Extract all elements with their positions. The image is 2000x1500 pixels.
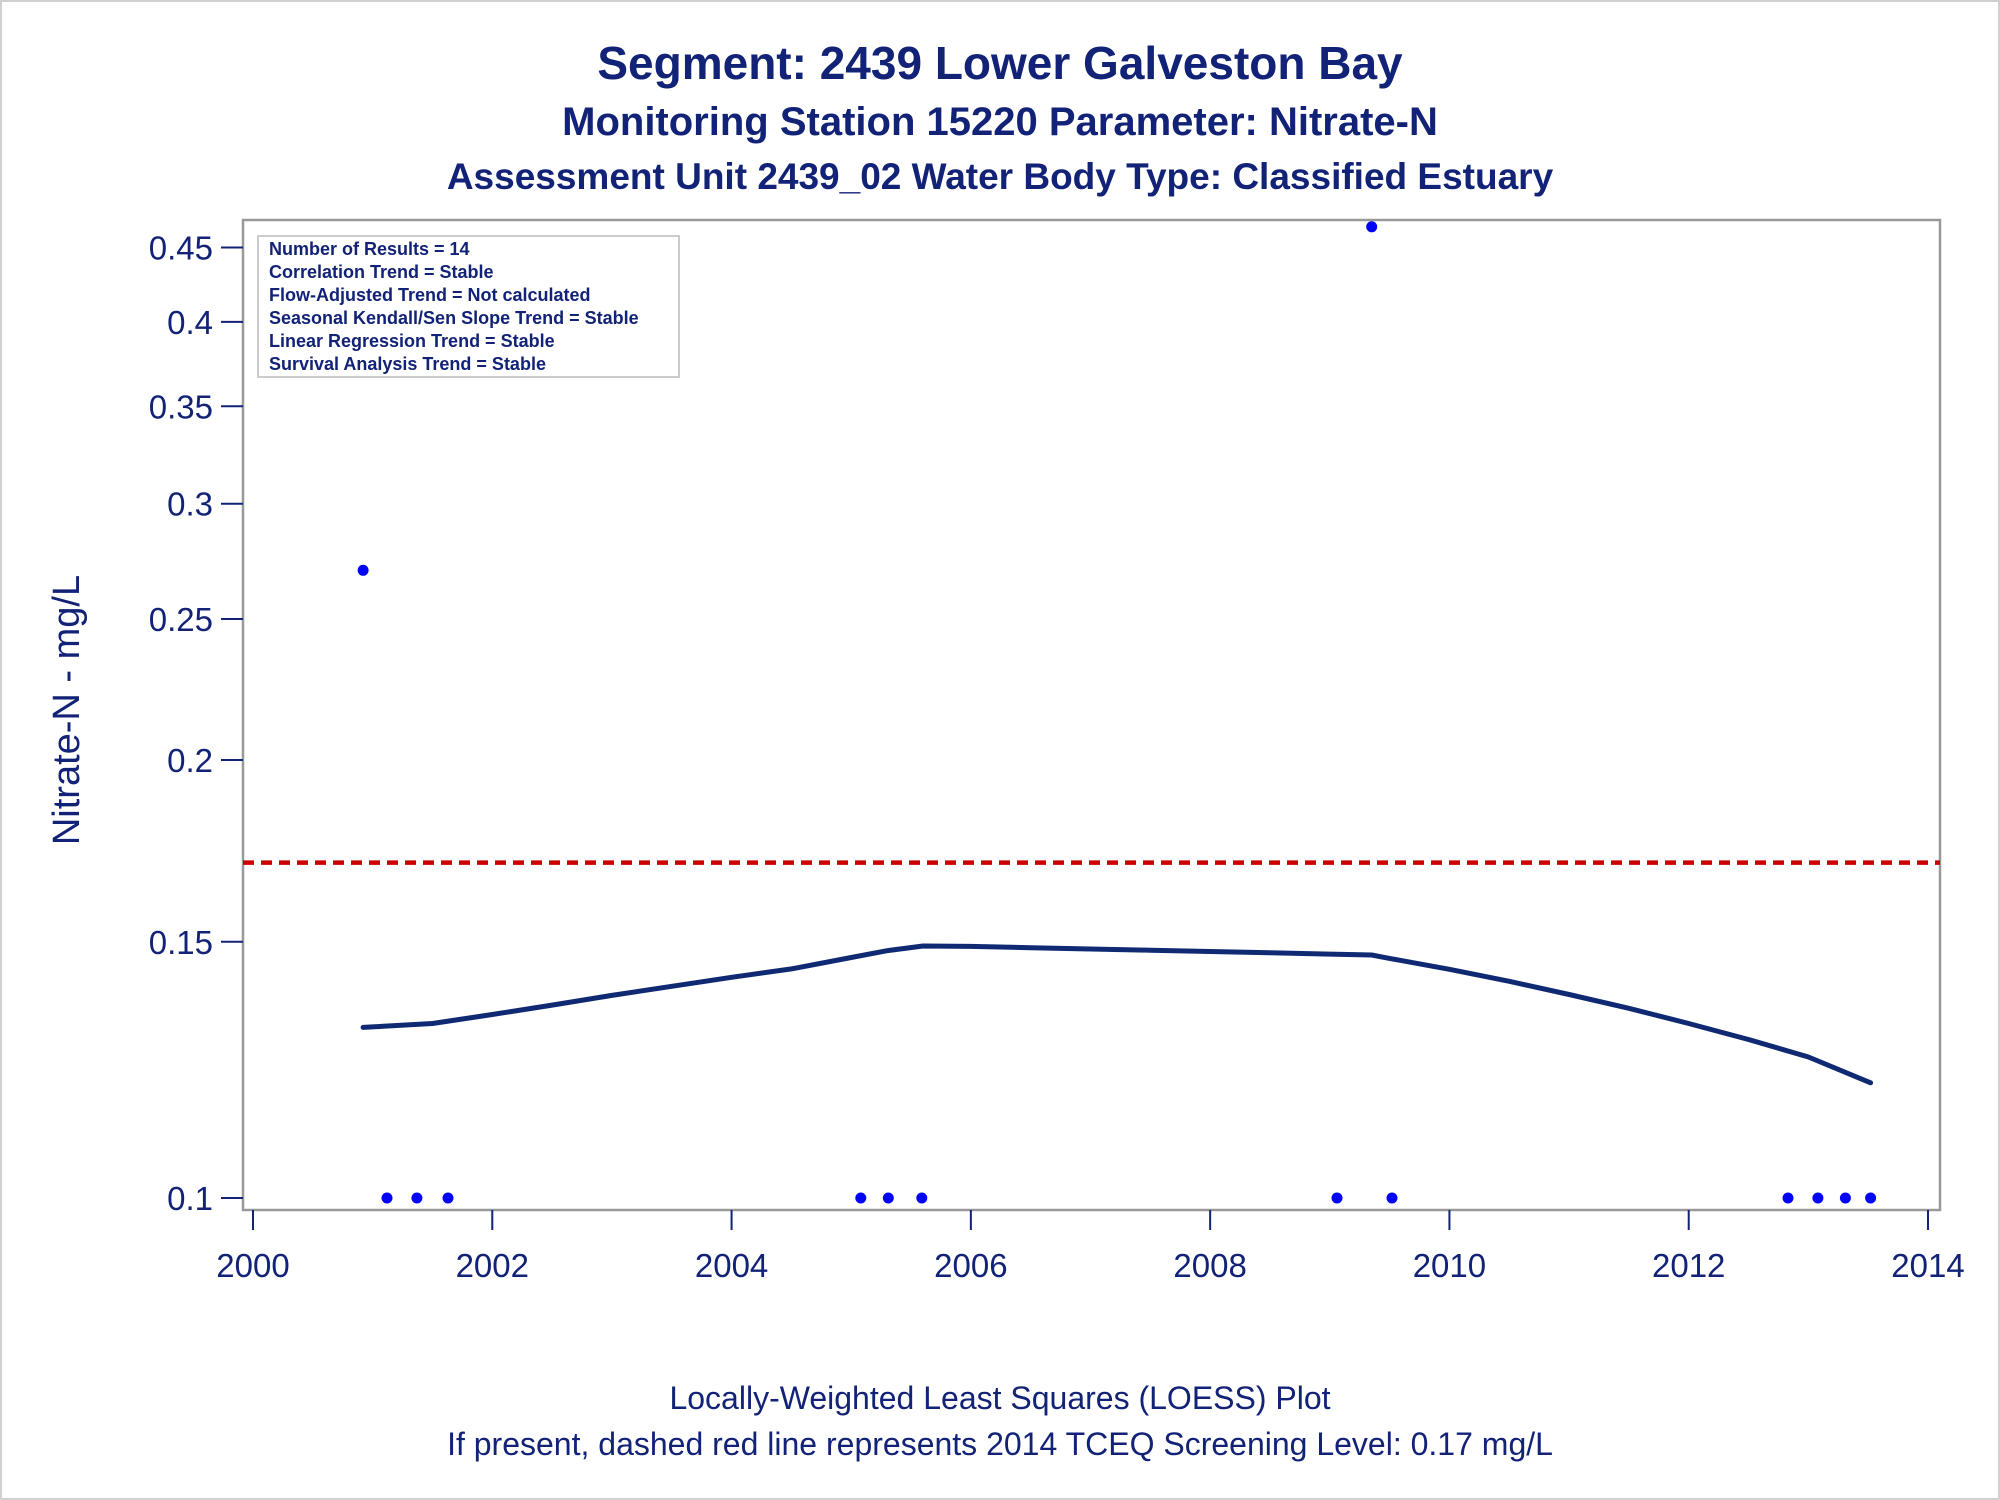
y-tick-label: 0.25 bbox=[149, 601, 213, 638]
x-tick-label: 2008 bbox=[1173, 1247, 1246, 1284]
stats-box: Number of Results = 14 Correlation Trend … bbox=[257, 235, 680, 378]
x-tick-label: 2004 bbox=[695, 1247, 768, 1284]
y-tick-label: 0.1 bbox=[167, 1180, 213, 1217]
y-tick-label: 0.15 bbox=[149, 924, 213, 961]
data-point bbox=[411, 1192, 423, 1204]
x-tick-label: 2006 bbox=[934, 1247, 1007, 1284]
x-tick-label: 2012 bbox=[1652, 1247, 1725, 1284]
y-tick-label: 0.2 bbox=[167, 742, 213, 779]
stats-box-frame bbox=[257, 235, 680, 378]
chart-title: Segment: 2439 Lower Galveston Bay bbox=[597, 37, 1403, 89]
y-tick-label: 0.3 bbox=[167, 486, 213, 523]
stats-line: Linear Regression Trend = Stable bbox=[269, 331, 555, 351]
loess-line bbox=[360, 943, 1874, 1086]
data-point bbox=[1839, 1192, 1851, 1204]
data-point bbox=[357, 564, 369, 576]
points-layer bbox=[357, 221, 1877, 1204]
y-tick-label: 0.4 bbox=[167, 304, 213, 341]
plot-frame bbox=[241, 218, 1942, 1212]
footnote-loess: Locally-Weighted Least Squares (LOESS) P… bbox=[669, 1380, 1331, 1416]
data-point bbox=[442, 1192, 454, 1204]
data-point bbox=[1865, 1192, 1877, 1204]
data-point bbox=[1366, 221, 1378, 233]
x-tick-label: 2014 bbox=[1891, 1247, 1964, 1284]
x-tick-label: 2002 bbox=[456, 1247, 529, 1284]
footnote-screening: If present, dashed red line represents 2… bbox=[447, 1426, 1553, 1462]
data-point bbox=[381, 1192, 393, 1204]
y-tick-label: 0.35 bbox=[149, 388, 213, 425]
loess-layer bbox=[243, 860, 1940, 1086]
y-axis-title: Nitrate-N - mg/L bbox=[46, 575, 88, 845]
chart-subtitle: Monitoring Station 15220 Parameter: Nitr… bbox=[562, 100, 1438, 144]
data-point bbox=[1812, 1192, 1824, 1204]
data-point bbox=[855, 1192, 867, 1204]
data-point bbox=[1386, 1192, 1398, 1204]
x-tick-label: 2000 bbox=[216, 1247, 289, 1284]
data-point bbox=[1331, 1192, 1343, 1204]
x-tick-label: 2010 bbox=[1413, 1247, 1486, 1284]
stats-line: Flow-Adjusted Trend = Not calculated bbox=[269, 285, 591, 305]
stats-line: Survival Analysis Trend = Stable bbox=[269, 354, 546, 374]
data-point bbox=[882, 1192, 894, 1204]
stats-line: Seasonal Kendall/Sen Slope Trend = Stabl… bbox=[269, 308, 639, 328]
stats-line: Correlation Trend = Stable bbox=[269, 262, 494, 282]
y-tick-label: 0.45 bbox=[149, 229, 213, 266]
stats-line: Number of Results = 14 bbox=[269, 239, 470, 259]
data-point bbox=[916, 1192, 928, 1204]
chart-subtitle-2: Assessment Unit 2439_02 Water Body Type:… bbox=[446, 156, 1554, 197]
data-point bbox=[1782, 1192, 1794, 1204]
plot-area: 0.1 0.15 0.2 0.25 0.3 0.35 0.4 0.45 2000 2002 2004… bbox=[46, 218, 1965, 1284]
